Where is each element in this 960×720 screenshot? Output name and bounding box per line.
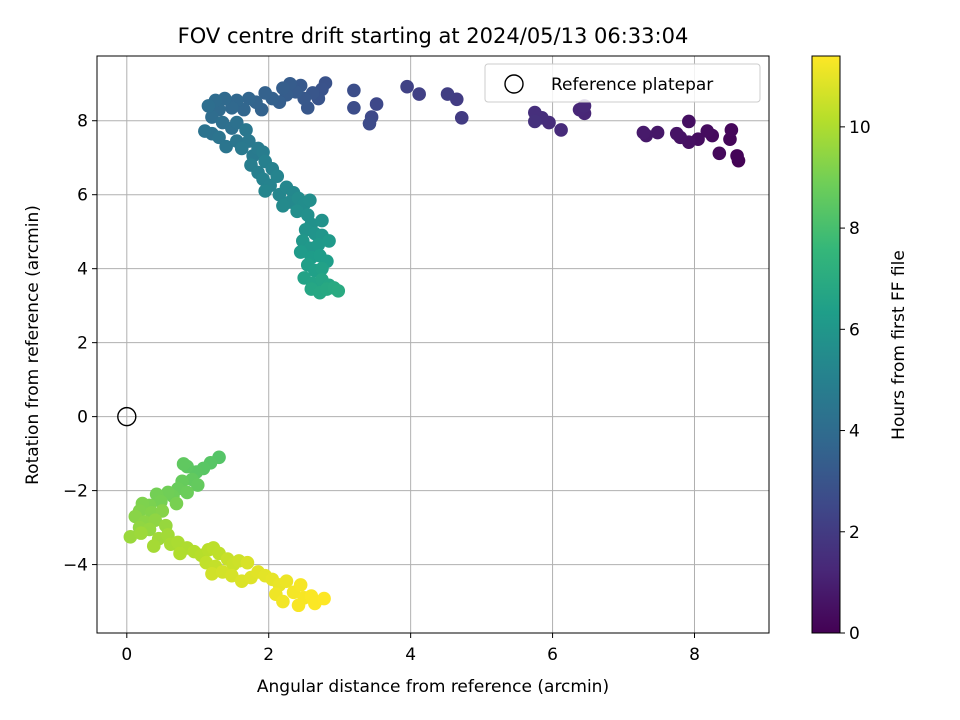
- data-point: [279, 574, 294, 589]
- data-point: [347, 100, 361, 115]
- data-point: [212, 130, 226, 145]
- data-point: [290, 204, 304, 219]
- data-point: [291, 598, 306, 613]
- y-tick-label: 8: [77, 112, 88, 132]
- data-point: [315, 213, 329, 228]
- y-tick-label: 0: [77, 408, 88, 428]
- data-point: [234, 141, 249, 156]
- data-point: [123, 530, 138, 544]
- legend: Reference platepar: [484, 63, 761, 103]
- data-point: [724, 123, 739, 137]
- data-point: [155, 504, 170, 518]
- colorbar-frame: [811, 55, 841, 634]
- data-point: [276, 81, 290, 95]
- y-tick-label: −2: [63, 482, 88, 502]
- data-point: [712, 146, 727, 161]
- data-point: [347, 83, 361, 98]
- x-tick-label: 0: [121, 645, 132, 665]
- data-point: [276, 594, 290, 609]
- data-point: [270, 169, 285, 184]
- x-tick-label: 4: [405, 645, 416, 665]
- colorbar-tick-label: 2: [849, 523, 860, 543]
- data-point: [205, 567, 219, 581]
- data-point: [577, 99, 592, 113]
- scatter-points: [123, 76, 746, 613]
- data-point: [400, 79, 414, 94]
- data-point: [315, 261, 329, 276]
- data-point: [258, 86, 272, 100]
- data-point: [240, 555, 255, 570]
- data-point: [412, 87, 426, 101]
- data-point: [528, 114, 542, 129]
- data-point: [700, 124, 715, 138]
- data-point: [201, 99, 216, 113]
- colorbar-label: Hours from first FF file: [889, 250, 909, 440]
- data-point: [730, 149, 744, 163]
- colorbar-tick-label: 4: [849, 422, 860, 442]
- x-axis-ticks: 0 2 4 6 8: [121, 633, 700, 665]
- data-point: [682, 114, 696, 129]
- grid: [97, 56, 769, 633]
- data-point: [331, 284, 346, 298]
- data-point: [454, 110, 469, 125]
- data-point: [198, 124, 212, 138]
- data-point: [237, 102, 251, 117]
- data-point: [225, 568, 239, 583]
- plot-frame: [96, 55, 770, 634]
- colorbar-ticks: 0 2 4 6 8 10: [840, 118, 871, 644]
- data-point: [303, 193, 317, 208]
- data-point: [229, 115, 244, 130]
- legend-marker-icon: [504, 74, 524, 94]
- data-point: [669, 126, 684, 141]
- x-tick-label: 8: [689, 645, 700, 665]
- data-point: [225, 100, 239, 115]
- y-axis-label: Rotation from reference (arcmin): [23, 205, 43, 485]
- data-point: [190, 478, 205, 492]
- data-point: [180, 485, 194, 500]
- data-point: [362, 116, 377, 131]
- data-point: [146, 539, 161, 553]
- data-point: [242, 91, 256, 106]
- data-point: [258, 184, 272, 198]
- data-point: [161, 485, 175, 500]
- data-point: [554, 123, 568, 137]
- colorbar: 0 2 4 6 8 10 Hours from first FF file: [811, 55, 909, 644]
- y-tick-label: −4: [63, 556, 88, 576]
- x-tick-label: 2: [263, 645, 274, 665]
- data-point: [650, 125, 665, 140]
- data-point: [176, 457, 191, 471]
- data-point: [636, 125, 651, 140]
- legend-label: Reference platepar: [551, 75, 713, 95]
- y-tick-label: 6: [77, 186, 88, 206]
- colorbar-tick-label: 0: [849, 624, 860, 644]
- data-point: [169, 496, 184, 511]
- y-tick-label: 2: [77, 334, 88, 354]
- data-point: [293, 578, 308, 592]
- data-point: [317, 591, 331, 606]
- colorbar-tick-label: 6: [849, 320, 860, 340]
- colorbar-tick-label: 8: [849, 219, 860, 239]
- data-point: [205, 110, 219, 124]
- data-point: [219, 139, 233, 154]
- data-point: [369, 97, 384, 111]
- data-point: [134, 526, 148, 540]
- data-point: [440, 87, 455, 101]
- data-point: [311, 237, 326, 252]
- y-tick-label: 4: [77, 260, 88, 280]
- data-point: [276, 198, 290, 213]
- colorbar-fill: [812, 56, 840, 633]
- data-point: [173, 546, 187, 561]
- chart-title: FOV centre drift starting at 2024/05/13 …: [178, 24, 689, 48]
- data-point: [293, 245, 308, 259]
- data-point: [239, 123, 253, 137]
- reference-platepar-marker: [117, 406, 137, 427]
- data-point: [322, 234, 336, 248]
- y-axis-ticks: −4 −2 0 2 4 6 8: [63, 112, 97, 576]
- x-tick-label: 6: [547, 645, 558, 665]
- x-axis-label: Angular distance from reference (arcmin): [257, 677, 609, 697]
- legend-box: [484, 63, 761, 103]
- colorbar-tick-label: 10: [849, 118, 871, 138]
